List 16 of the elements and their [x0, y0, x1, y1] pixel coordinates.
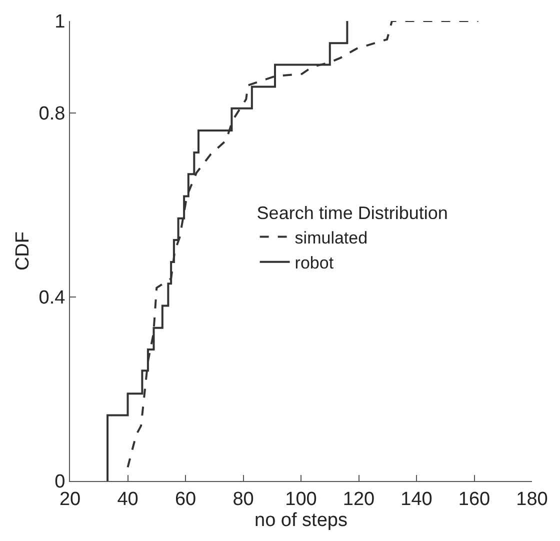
- x-tick-label: 60: [174, 488, 196, 510]
- x-tick-label: 40: [117, 488, 138, 510]
- y-tick-label: 1: [54, 12, 66, 33]
- legend-label: simulated: [294, 228, 368, 248]
- x-tick-label: 140: [400, 488, 432, 510]
- x-tick-label: 80: [232, 488, 254, 510]
- legend-label: robot: [294, 253, 334, 272]
- y-tick-label: 0.4: [38, 288, 66, 309]
- x-tick-label: 160: [458, 488, 490, 510]
- x-tick-label: 120: [342, 488, 375, 510]
- legend-title: Search time Distribution: [256, 203, 448, 224]
- x-axis-title: no of steps: [254, 510, 348, 531]
- y-axis-title: CDF: [12, 231, 34, 271]
- x-tick-label: 180: [516, 488, 548, 510]
- y-tick-label: 0.8: [38, 104, 66, 125]
- x-tick-label: 100: [285, 488, 317, 510]
